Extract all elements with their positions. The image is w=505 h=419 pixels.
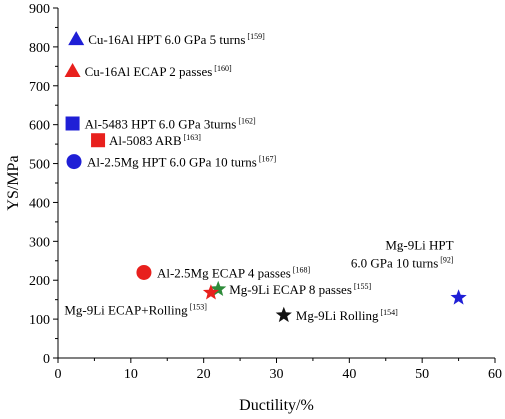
star-marker	[450, 289, 467, 305]
point-label: Mg-9Li ECAP+Rolling [153]	[64, 303, 207, 318]
star-marker	[210, 280, 227, 296]
reference-superscript: [167]	[257, 155, 277, 164]
x-tick-label: 40	[342, 367, 356, 382]
y-tick-label: 600	[29, 119, 50, 134]
point-label: Al-2.5Mg HPT 6.0 GPa 10 turns [167]	[87, 155, 277, 170]
x-tick-label: 60	[488, 367, 502, 382]
square-marker	[65, 116, 80, 131]
x-tick-label: 20	[197, 367, 211, 382]
point-label: Mg-9Li ECAP 8 passes [155]	[229, 282, 371, 297]
y-axis-ticks: 0 100 200 300 400 500 600 700 800 900	[29, 2, 58, 367]
star-marker	[202, 284, 219, 300]
y-tick-label: 300	[29, 235, 50, 250]
star-marker	[275, 306, 292, 323]
point-label: Al-5483 HPT 6.0 GPa 3turns [162]	[85, 117, 256, 132]
data-points	[64, 31, 467, 323]
triangle-marker	[64, 63, 81, 77]
reference-superscript: [155]	[352, 282, 372, 291]
reference-superscript: [154]	[378, 308, 398, 317]
y-tick-label: 500	[29, 158, 50, 173]
square-marker	[91, 133, 106, 148]
triangle-marker	[68, 31, 85, 46]
x-tick-label: 30	[270, 367, 284, 382]
point-label: Mg-9Li HPT 6.0 GPa 10 turns [92]	[351, 238, 454, 271]
y-tick-label: 400	[29, 196, 50, 211]
x-tick-label: 50	[415, 367, 429, 382]
y-axis-title: YS/MPa	[5, 155, 22, 210]
point-label: Mg-9Li Rolling [154]	[296, 308, 398, 323]
point-label: Cu-16Al HPT 6.0 GPa 5 turns [159]	[88, 32, 265, 47]
reference-superscript: [162]	[236, 117, 256, 126]
y-tick-label: 800	[29, 41, 50, 56]
x-axis-ticks: 0 10 20 30 40 50 60	[55, 358, 502, 382]
x-axis-title: Ductility/%	[239, 397, 314, 414]
circle-marker	[66, 154, 82, 170]
y-tick-label: 900	[29, 2, 50, 17]
circle-marker	[136, 264, 152, 280]
x-tick-label: 0	[55, 367, 62, 382]
reference-superscript: [159]	[245, 32, 265, 41]
y-tick-label: 200	[29, 274, 50, 289]
point-label: Al-5083 ARB [163]	[109, 133, 201, 148]
reference-superscript: [163]	[182, 133, 202, 142]
y-tick-label: 700	[29, 80, 50, 95]
reference-superscript: [160]	[212, 64, 232, 73]
reference-superscript: [92]	[438, 256, 454, 265]
reference-superscript: [153]	[188, 303, 208, 312]
point-label: Al-2.5Mg ECAP 4 passes [168]	[157, 265, 311, 280]
y-tick-label: 100	[29, 313, 50, 328]
reference-superscript: [168]	[291, 265, 311, 274]
x-tick-label: 10	[124, 367, 138, 382]
y-tick-label: 0	[43, 352, 50, 367]
point-label: Cu-16Al ECAP 2 passes [160]	[85, 64, 232, 79]
data-labels: Cu-16Al HPT 6.0 GPa 5 turns [159] Cu-16Al…	[64, 32, 454, 323]
